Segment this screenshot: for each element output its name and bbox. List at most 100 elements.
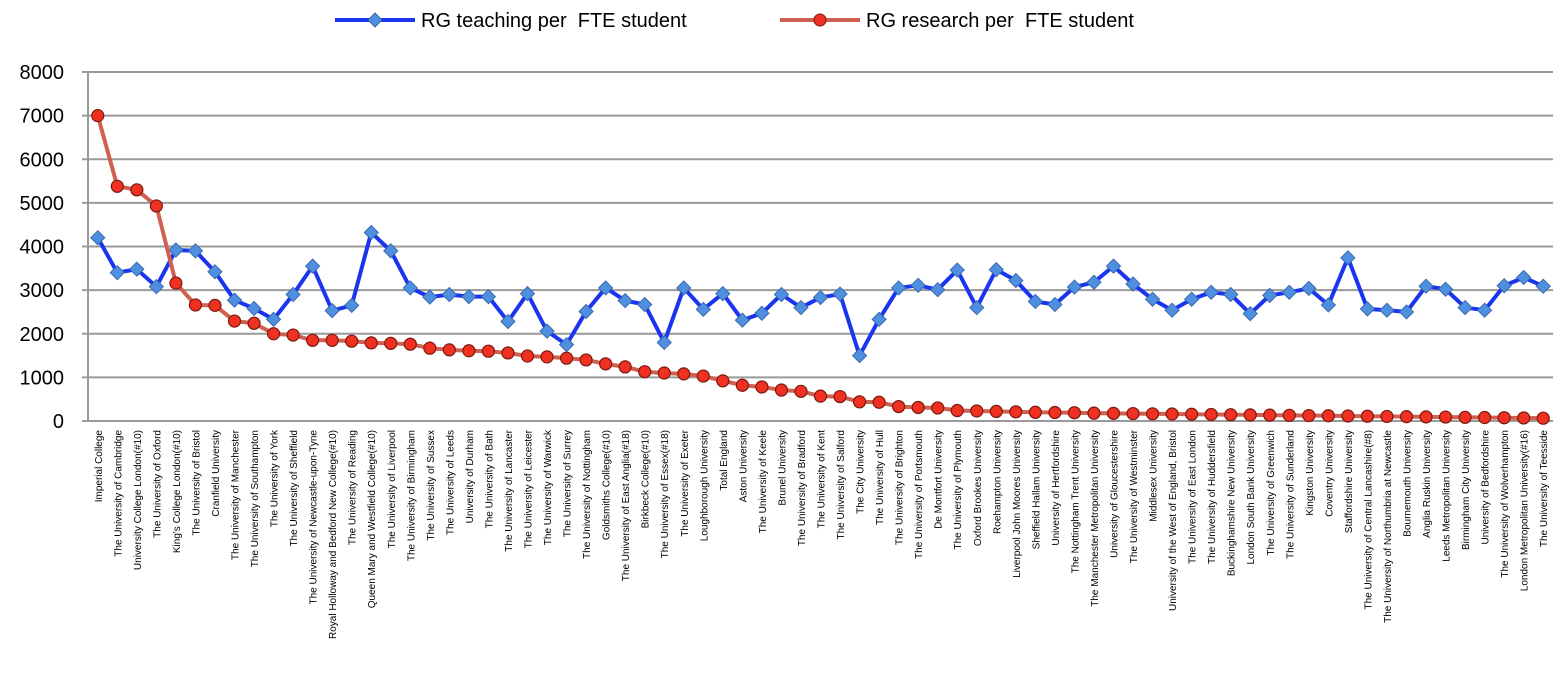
marker: [91, 109, 105, 123]
marker: [715, 285, 731, 302]
marker: [988, 261, 1005, 278]
x-tick-label: Birmingham City University: [1461, 430, 1472, 550]
x-tick-label: The University of Sheffield: [289, 430, 300, 547]
marker: [1125, 276, 1141, 292]
marker: [1009, 405, 1023, 419]
x-tick-label: Bournemouth University: [1403, 430, 1414, 537]
x-tick-label: Imperial College: [94, 430, 105, 503]
marker: [363, 224, 379, 241]
marker: [1028, 405, 1042, 419]
x-tick-label: The University of Southampton: [250, 430, 261, 567]
marker: [989, 404, 1003, 419]
marker: [754, 305, 770, 321]
marker: [500, 313, 516, 330]
x-tick-label: Coventry University: [1324, 430, 1335, 517]
marker: [1164, 302, 1180, 318]
marker: [1262, 287, 1278, 304]
marker: [851, 347, 868, 364]
marker: [519, 285, 536, 302]
x-tick-label: The University of Keele: [758, 430, 769, 534]
marker: [1203, 284, 1219, 301]
x-tick-label: The University of East London: [1188, 430, 1199, 564]
marker: [325, 333, 339, 347]
marker: [129, 261, 145, 277]
marker: [1185, 407, 1199, 421]
x-tick-label: The University of Wolverhampton: [1500, 430, 1511, 578]
x-tick-label: Oxford Brookes University: [973, 430, 984, 546]
x-tick-label: Staffordshire University: [1344, 430, 1355, 533]
marker: [1359, 301, 1376, 317]
marker: [892, 400, 906, 414]
marker: [832, 286, 848, 302]
marker: [1243, 408, 1257, 422]
marker: [1320, 297, 1337, 313]
x-tick-label: The Manchester Metropolitan University: [1090, 430, 1101, 607]
x-tick-label: Leeds Metropolitan University: [1442, 430, 1453, 562]
x-tick-label: The University of Salford: [836, 430, 847, 540]
marker: [695, 301, 712, 318]
x-tick-label: The University of Teesside: [1539, 430, 1550, 548]
marker: [1321, 409, 1335, 423]
legend-label: RG research per FTE student: [866, 10, 1134, 32]
marker: [1341, 409, 1355, 423]
marker: [1360, 409, 1375, 423]
marker: [890, 280, 907, 296]
x-tick-label: Royal Holloway and Bedford New College(#…: [328, 430, 339, 639]
marker: [1087, 406, 1101, 420]
marker: [520, 349, 535, 363]
y-tick-label: 7000: [20, 106, 65, 128]
marker: [579, 353, 593, 367]
marker: [1263, 408, 1277, 422]
marker: [1222, 286, 1239, 303]
marker: [871, 311, 887, 328]
y-tick-label: 2000: [20, 324, 65, 346]
y-tick-label: 5000: [20, 193, 65, 215]
x-tick-label: The University of Exeter: [680, 429, 691, 536]
marker: [1281, 284, 1298, 301]
x-tick-label: Sheffield Hallam University: [1031, 430, 1042, 549]
marker: [1418, 278, 1434, 294]
x-tick-label: The University of Newcastle-upon-Tyne: [309, 430, 320, 605]
marker: [1496, 278, 1512, 294]
marker: [1027, 293, 1044, 310]
marker: [383, 243, 399, 259]
x-tick-label: The University of Hull: [875, 430, 886, 525]
marker: [1536, 411, 1550, 425]
x-tick-label: The University of Surrey: [563, 430, 574, 537]
marker: [246, 300, 262, 317]
marker: [929, 281, 946, 298]
x-tick-label: University of the West of England, Brist…: [1168, 430, 1179, 611]
marker: [402, 280, 419, 296]
marker: [931, 401, 945, 415]
x-tick-label: The University of Plymouth: [953, 430, 964, 550]
marker: [618, 360, 632, 374]
x-tick-label: The University of Leeds: [445, 430, 456, 535]
x-tick-label: Loughborough University: [699, 430, 710, 541]
x-tick-label: The University of Brighton: [895, 430, 906, 545]
marker: [773, 286, 790, 303]
marker: [1165, 407, 1179, 421]
marker: [384, 336, 398, 350]
marker: [949, 262, 965, 278]
y-tick-label: 0: [53, 411, 64, 433]
marker: [343, 297, 360, 314]
marker: [597, 280, 614, 296]
y-tick-label: 4000: [20, 237, 65, 259]
marker: [226, 292, 243, 308]
marker: [657, 366, 671, 380]
x-tick-label: The University of Northumbria at Newcast…: [1383, 430, 1394, 623]
marker: [636, 296, 653, 313]
x-tick-label: Aston University: [738, 430, 749, 502]
marker: [130, 183, 144, 197]
x-tick-label: The Nottingham Trent University: [1070, 430, 1081, 573]
marker: [148, 278, 165, 295]
x-tick-label: University of Gloucestershire: [1110, 430, 1121, 558]
marker: [1476, 302, 1493, 318]
x-tick-label: Cranfield University: [211, 430, 222, 517]
x-tick-label: Birkbeck College(#10): [641, 430, 652, 528]
x-tick-label: University of Durham: [465, 430, 476, 523]
marker: [774, 383, 789, 397]
marker: [1340, 250, 1356, 266]
legend-marker: [813, 13, 827, 27]
